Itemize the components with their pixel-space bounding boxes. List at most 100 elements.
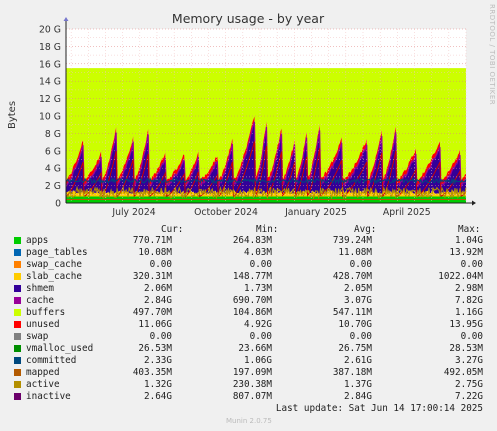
chart-title: Memory usage - by year bbox=[172, 11, 325, 26]
legend-cur: 770.71M bbox=[132, 235, 172, 246]
legend-max: 3.27G bbox=[455, 355, 483, 366]
legend-name: slab_cache bbox=[26, 271, 82, 282]
legend-name: swap_cache bbox=[26, 259, 82, 270]
legend-swatch bbox=[14, 381, 21, 388]
legend-entry: inactive 2.64G 807.07M 2.84G 7.22G bbox=[0, 391, 497, 403]
legend-min: 690.70M bbox=[232, 295, 272, 306]
legend-avg: 0.00 bbox=[349, 331, 372, 342]
legend-avg: 2.61G bbox=[344, 355, 372, 366]
legend-max: 0.00 bbox=[460, 331, 483, 342]
legend-swatch bbox=[14, 357, 21, 364]
legend-avg: 3.07G bbox=[344, 295, 372, 306]
legend-col-avg: Avg: bbox=[354, 224, 377, 235]
y-tick-label: 2 G bbox=[45, 181, 61, 192]
legend-cur: 0.00 bbox=[149, 259, 172, 270]
legend-max: 1022.04M bbox=[438, 271, 483, 282]
legend-avg: 428.70M bbox=[332, 271, 372, 282]
legend-cur: 320.31M bbox=[132, 271, 172, 282]
legend-cur: 0.00 bbox=[149, 331, 172, 342]
legend-swatch bbox=[14, 321, 21, 328]
legend-avg: 0.00 bbox=[349, 259, 372, 270]
x-tick-label: January 2025 bbox=[284, 207, 347, 218]
legend-entry: shmem 2.06M 1.73M 2.05M 2.98M bbox=[0, 283, 497, 295]
legend-header: Cur: Min: Avg: Max: bbox=[0, 224, 497, 236]
legend-swatch bbox=[14, 333, 21, 340]
legend-min: 0.00 bbox=[249, 331, 272, 342]
legend-max: 13.92M bbox=[449, 247, 483, 258]
legend-cur: 497.70M bbox=[132, 307, 172, 318]
y-tick-label: 12 G bbox=[39, 94, 61, 105]
legend-name: cache bbox=[26, 295, 54, 306]
legend-swatch bbox=[14, 261, 21, 268]
y-tick-label: 6 G bbox=[45, 146, 61, 157]
legend-max: 2.98M bbox=[455, 283, 483, 294]
x-tick-label: July 2024 bbox=[111, 207, 155, 218]
legend-max: 28.53M bbox=[449, 343, 483, 354]
legend-name: inactive bbox=[26, 391, 71, 402]
legend-entry: swap 0.00 0.00 0.00 0.00 bbox=[0, 331, 497, 343]
legend-min: 0.00 bbox=[249, 259, 272, 270]
legend-min: 807.07M bbox=[232, 391, 272, 402]
area-cache bbox=[66, 120, 466, 194]
legend-name: swap bbox=[26, 331, 49, 342]
legend-avg: 2.05M bbox=[344, 283, 372, 294]
legend-min: 23.66M bbox=[238, 343, 272, 354]
legend-entry: mapped 403.35M 197.09M 387.18M 492.05M bbox=[0, 367, 497, 379]
y-axis-label: Bytes bbox=[7, 101, 18, 129]
legend-name: apps bbox=[26, 235, 49, 246]
legend-name: page_tables bbox=[26, 247, 88, 258]
legend-max: 7.82G bbox=[455, 295, 483, 306]
legend-min: 197.09M bbox=[232, 367, 272, 378]
legend-entry: active 1.32G 230.38M 1.37G 2.75G bbox=[0, 379, 497, 391]
legend-min: 1.06G bbox=[244, 355, 272, 366]
legend-min: 148.77M bbox=[232, 271, 272, 282]
legend-swatch bbox=[14, 297, 21, 304]
legend-cur: 2.64G bbox=[144, 391, 172, 402]
legend-col-min: Min: bbox=[256, 224, 279, 235]
legend-name: vmalloc_used bbox=[26, 343, 94, 354]
legend-cur: 2.33G bbox=[144, 355, 172, 366]
legend-max: 0.00 bbox=[460, 259, 483, 270]
y-tick-label: 0 bbox=[55, 199, 61, 210]
line-active bbox=[65, 185, 467, 200]
legend-avg: 547.11M bbox=[332, 307, 372, 318]
legend-name: unused bbox=[26, 319, 60, 330]
legend-avg: 2.84G bbox=[344, 391, 372, 402]
legend-swatch bbox=[14, 273, 21, 280]
y-tick-label: 10 G bbox=[39, 112, 61, 123]
y-tick-label: 8 G bbox=[45, 129, 61, 140]
legend-min: 4.92G bbox=[244, 319, 272, 330]
legend-max: 1.16G bbox=[455, 307, 483, 318]
y-tick-label: 4 G bbox=[45, 164, 61, 175]
legend-entry: committed 2.33G 1.06G 2.61G 3.27G bbox=[0, 355, 497, 367]
legend-avg: 26.75M bbox=[338, 343, 372, 354]
legend-entry: apps 770.71M 264.83M 739.24M 1.04G bbox=[0, 235, 497, 247]
legend-name: committed bbox=[26, 355, 77, 366]
legend-col-max: Max: bbox=[458, 224, 481, 235]
legend-entry: unused 11.06G 4.92G 10.70G 13.95G bbox=[0, 319, 497, 331]
legend-entry: slab_cache 320.31M 148.77M 428.70M 1022.04M bbox=[0, 271, 497, 283]
legend-name: mapped bbox=[26, 367, 60, 378]
y-tick-label: 14 G bbox=[39, 77, 61, 88]
legend-avg: 10.70G bbox=[338, 319, 372, 330]
legend-swatch bbox=[14, 369, 21, 376]
rrdtool-credit: RRDTOOL / TOBI OETIKER bbox=[488, 4, 496, 106]
legend-cur: 403.35M bbox=[132, 367, 172, 378]
legend-name: shmem bbox=[26, 283, 54, 294]
legend-entry: page_tables 10.08M 4.03M 11.08M 13.92M bbox=[0, 247, 497, 259]
legend-avg: 739.24M bbox=[332, 235, 372, 246]
legend-entry: buffers 497.70M 104.86M 547.11M 1.16G bbox=[0, 307, 497, 319]
legend-swatch bbox=[14, 393, 21, 400]
legend-min: 230.38M bbox=[232, 379, 272, 390]
legend-swatch bbox=[14, 237, 21, 244]
legend-entry: cache 2.84G 690.70M 3.07G 7.82G bbox=[0, 295, 497, 307]
legend-max: 1.04G bbox=[455, 235, 483, 246]
legend-avg: 11.08M bbox=[338, 247, 372, 258]
y-axis-arrow bbox=[63, 17, 69, 21]
legend-cur: 2.84G bbox=[144, 295, 172, 306]
legend-name: buffers bbox=[26, 307, 66, 318]
legend-min: 4.03M bbox=[244, 247, 272, 258]
legend-swatch bbox=[14, 309, 21, 316]
legend-entry: vmalloc_used 26.53M 23.66M 26.75M 28.53M bbox=[0, 343, 497, 355]
